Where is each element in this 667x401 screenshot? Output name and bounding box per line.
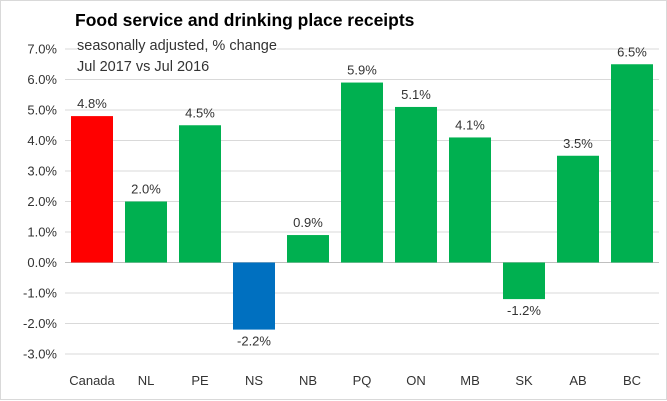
bar-bc <box>611 64 653 263</box>
data-label: 4.1% <box>455 117 485 132</box>
y-tick-label: -3.0% <box>23 347 57 362</box>
chart-subtitle-1: seasonally adjusted, % change <box>77 38 277 54</box>
data-label: 2.0% <box>131 182 161 197</box>
bar-nb <box>287 235 329 263</box>
x-tick-label: SK <box>515 373 533 388</box>
y-tick-label: 2.0% <box>27 194 57 209</box>
bar-nl <box>125 201 167 263</box>
y-tick-label: -2.0% <box>23 316 57 331</box>
y-tick-label: 1.0% <box>27 225 57 240</box>
x-tick-label: Canada <box>69 373 115 388</box>
y-tick-label: 3.0% <box>27 164 57 179</box>
data-label: 6.5% <box>617 44 647 59</box>
y-tick-label: -1.0% <box>23 286 57 301</box>
x-tick-label: PQ <box>353 373 372 388</box>
data-label: 4.8% <box>77 96 107 111</box>
bar-pe <box>179 125 221 263</box>
data-label: -1.2% <box>507 303 541 318</box>
x-tick-label: MB <box>460 373 480 388</box>
data-label: 5.1% <box>401 87 431 102</box>
x-tick-label: NL <box>138 373 155 388</box>
y-tick-label: 4.0% <box>27 133 57 148</box>
x-tick-label: PE <box>191 373 209 388</box>
y-tick-label: 7.0% <box>27 42 57 57</box>
data-label: 3.5% <box>563 136 593 151</box>
bar-ab <box>557 155 599 263</box>
x-tick-label: BC <box>623 373 641 388</box>
data-label: 0.9% <box>293 215 323 230</box>
x-tick-label: NS <box>245 373 263 388</box>
x-tick-label: NB <box>299 373 317 388</box>
y-tick-label: 0.0% <box>27 255 57 270</box>
data-label: -2.2% <box>237 334 271 349</box>
bar-mb <box>449 137 491 263</box>
bar-sk <box>503 262 545 300</box>
chart-subtitle-2: Jul 2017 vs Jul 2016 <box>77 59 210 75</box>
x-tick-label: ON <box>406 373 426 388</box>
bar-canada <box>71 116 113 263</box>
bar-ns <box>233 262 275 330</box>
y-tick-label: 6.0% <box>27 72 57 87</box>
data-label: 5.9% <box>347 63 377 78</box>
bar-on <box>395 106 437 263</box>
data-label: 4.5% <box>185 105 215 120</box>
bar-pq <box>341 82 383 263</box>
x-tick-label: AB <box>569 373 586 388</box>
chart-title: Food service and drinking place receipts <box>75 10 415 30</box>
y-tick-label: 5.0% <box>27 103 57 118</box>
